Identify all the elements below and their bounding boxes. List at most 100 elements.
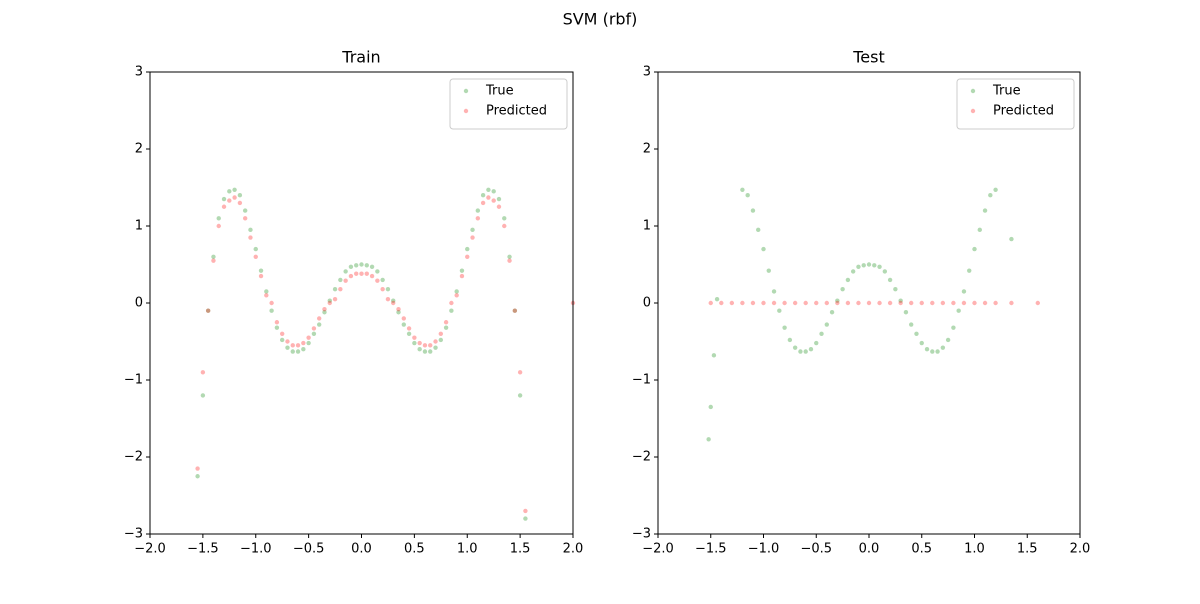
x-tick-label: 1.5 bbox=[510, 542, 531, 557]
point bbox=[343, 278, 348, 283]
point bbox=[279, 337, 285, 343]
point bbox=[977, 227, 982, 233]
point bbox=[200, 370, 206, 375]
point bbox=[401, 322, 406, 327]
point bbox=[269, 300, 274, 306]
point bbox=[221, 196, 227, 202]
x-tick-label: −1.0 bbox=[240, 542, 272, 557]
point bbox=[391, 300, 396, 306]
point bbox=[359, 262, 364, 267]
point bbox=[777, 308, 782, 313]
point bbox=[808, 347, 814, 352]
point bbox=[412, 340, 417, 346]
y-tick-label: −3 bbox=[632, 527, 651, 542]
point bbox=[517, 393, 523, 398]
y-tick-label: −1 bbox=[632, 373, 651, 388]
point bbox=[845, 300, 851, 306]
point bbox=[914, 331, 919, 336]
point bbox=[322, 306, 327, 312]
point bbox=[348, 273, 354, 279]
point bbox=[771, 289, 777, 294]
point bbox=[982, 208, 988, 213]
point bbox=[840, 286, 845, 292]
y-tick-label: 3 bbox=[643, 65, 651, 80]
point bbox=[961, 300, 967, 306]
point bbox=[338, 286, 343, 292]
point bbox=[771, 300, 777, 306]
point bbox=[216, 223, 221, 229]
point bbox=[327, 300, 332, 306]
axes-frame bbox=[657, 71, 1081, 535]
point bbox=[909, 300, 914, 306]
point bbox=[898, 300, 903, 306]
point bbox=[956, 308, 961, 313]
legend-label: True bbox=[485, 84, 514, 99]
point bbox=[253, 246, 258, 252]
point bbox=[496, 196, 502, 202]
point bbox=[396, 310, 401, 315]
point bbox=[301, 347, 306, 352]
point bbox=[417, 340, 422, 346]
point bbox=[465, 246, 470, 252]
point bbox=[919, 340, 924, 346]
point bbox=[248, 227, 253, 233]
point bbox=[327, 298, 332, 303]
point bbox=[264, 293, 269, 298]
point bbox=[258, 268, 264, 273]
point bbox=[195, 466, 200, 471]
point bbox=[512, 308, 518, 313]
point bbox=[480, 200, 486, 206]
point bbox=[317, 316, 322, 321]
point bbox=[502, 223, 507, 229]
point bbox=[290, 343, 295, 348]
legend-label: Predicted bbox=[993, 104, 1054, 119]
point bbox=[792, 300, 798, 306]
x-tick-label: −2.0 bbox=[134, 542, 166, 557]
point bbox=[396, 306, 401, 312]
point bbox=[459, 273, 465, 279]
point bbox=[714, 296, 720, 302]
point bbox=[237, 193, 243, 198]
point bbox=[856, 264, 861, 270]
point bbox=[375, 269, 380, 274]
point bbox=[496, 204, 502, 209]
point bbox=[443, 325, 449, 330]
point bbox=[422, 343, 428, 348]
axes-title: Test bbox=[852, 48, 885, 67]
point bbox=[523, 508, 528, 514]
point bbox=[761, 246, 766, 252]
point bbox=[887, 300, 893, 306]
x-tick-label: 0.0 bbox=[351, 542, 372, 557]
x-tick-label: −0.5 bbox=[800, 542, 832, 557]
point bbox=[835, 298, 840, 303]
point bbox=[338, 277, 343, 283]
point bbox=[364, 271, 369, 276]
point bbox=[221, 204, 227, 209]
point bbox=[708, 300, 713, 306]
point bbox=[988, 193, 993, 198]
y-tick-label: −3 bbox=[124, 527, 143, 542]
y-tick-label: 0 bbox=[135, 296, 143, 311]
point bbox=[195, 474, 200, 479]
point bbox=[470, 235, 475, 240]
point bbox=[782, 325, 787, 330]
point bbox=[750, 300, 756, 306]
point bbox=[798, 349, 803, 354]
point bbox=[711, 353, 717, 358]
point bbox=[369, 264, 375, 270]
x-tick-label: 0.5 bbox=[911, 542, 932, 557]
y-tick-label: −2 bbox=[632, 450, 651, 465]
point bbox=[507, 258, 512, 263]
point bbox=[507, 254, 512, 259]
point bbox=[369, 273, 375, 279]
point bbox=[311, 331, 317, 336]
point bbox=[253, 254, 258, 259]
point bbox=[227, 189, 232, 194]
point bbox=[523, 516, 528, 521]
axes-title: Train bbox=[341, 48, 380, 67]
y-tick-label: 2 bbox=[135, 142, 143, 157]
x-tick-label: 1.0 bbox=[457, 542, 478, 557]
point bbox=[306, 340, 311, 346]
point bbox=[406, 331, 412, 336]
